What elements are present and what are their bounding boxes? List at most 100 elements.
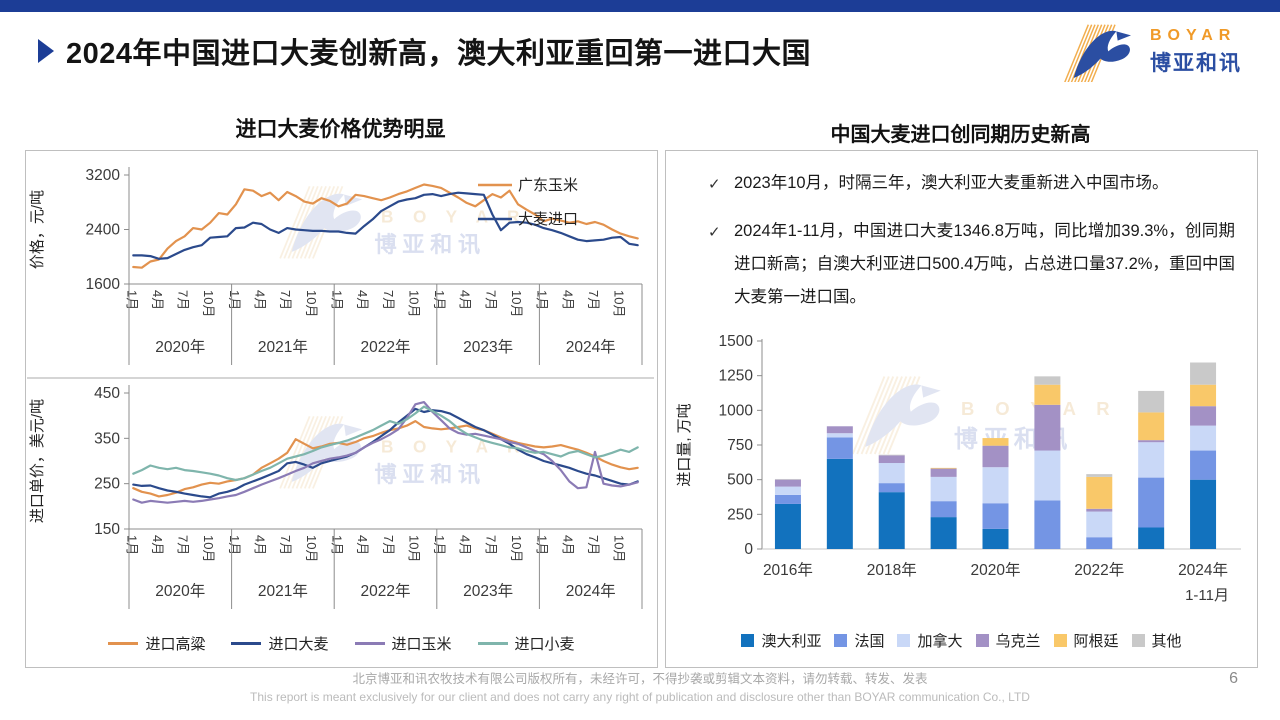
logo-text-en: BOYAR: [1150, 27, 1237, 44]
svg-text:7月: 7月: [483, 290, 498, 310]
svg-text:1月: 1月: [535, 535, 550, 555]
legend-swatch: [108, 642, 139, 645]
svg-text:1月: 1月: [227, 535, 242, 555]
svg-text:10月: 10月: [201, 535, 216, 562]
legend-swatch: [897, 634, 911, 647]
left-chart-title: 进口大麦价格优势明显: [235, 118, 446, 141]
bar-chart-legend: 澳大利亚 法国 加拿大 乌克兰 阿根廷 其他: [666, 630, 1257, 651]
legend-label: 阿根廷: [1073, 633, 1119, 650]
check-icon: ✓: [708, 224, 721, 241]
svg-text:4月: 4月: [253, 290, 268, 310]
svg-text:7月: 7月: [483, 535, 498, 555]
svg-text:250: 250: [727, 506, 753, 523]
svg-text:1月: 1月: [227, 290, 242, 310]
svg-text:10月: 10月: [406, 290, 421, 317]
bullet-item: ✓ 2023年10月，时隔三年，澳大利亚大麦重新进入中国市场。: [708, 167, 1235, 200]
svg-text:广东玉米: 广东玉米: [518, 177, 578, 194]
svg-text:4月: 4月: [560, 535, 575, 555]
svg-text:7月: 7月: [176, 535, 191, 555]
svg-text:10月: 10月: [201, 290, 216, 317]
bullet-list: ✓ 2023年10月，时隔三年，澳大利亚大麦重新进入中国市场。 ✓ 2024年1…: [708, 167, 1235, 329]
svg-text:2016年: 2016年: [763, 561, 813, 579]
boyar-logo: BOYAR 博亚和讯: [1060, 22, 1242, 82]
svg-text:进口单价，美元/吨: 进口单价，美元/吨: [29, 399, 46, 523]
svg-text:2020年: 2020年: [971, 561, 1021, 579]
right-chart-panel: ✓ 2023年10月，时隔三年，澳大利亚大麦重新进入中国市场。 ✓ 2024年1…: [665, 150, 1258, 668]
svg-text:4月: 4月: [150, 290, 165, 310]
svg-text:1月: 1月: [329, 535, 344, 555]
svg-text:4月: 4月: [355, 290, 370, 310]
svg-text:4月: 4月: [253, 535, 268, 555]
svg-text:7月: 7月: [176, 290, 191, 310]
svg-text:2022年: 2022年: [361, 338, 411, 356]
legend-label: 澳大利亚: [761, 633, 822, 650]
left-chart-panel: B O Y A R 博亚和讯 B O Y A R 博亚和讯 1600 2400 3200…: [25, 150, 658, 668]
legend-label: 进口小麦: [514, 636, 575, 653]
svg-text:2024年: 2024年: [566, 338, 616, 356]
legend-label: 加拿大: [917, 633, 963, 650]
svg-text:10月: 10月: [304, 535, 319, 562]
top-accent-strip: [0, 0, 1280, 12]
svg-text:7月: 7月: [278, 290, 293, 310]
svg-text:2022年: 2022年: [361, 582, 411, 600]
svg-text:1月: 1月: [432, 535, 447, 555]
svg-text:1250: 1250: [719, 368, 754, 385]
legend-item: 进口玉米: [354, 633, 452, 654]
legend-swatch: [834, 634, 848, 647]
legend-item: 进口小麦: [477, 633, 575, 654]
svg-text:4月: 4月: [560, 290, 575, 310]
bullet-text: 2024年1-11月，中国进口大麦1346.8万吨，同比增加39.3%，创同期进…: [734, 222, 1235, 306]
legend-item: 其他: [1131, 630, 1182, 651]
svg-text:2021年: 2021年: [258, 338, 308, 356]
title-triangle-icon: [38, 39, 54, 63]
svg-text:4月: 4月: [150, 535, 165, 555]
legend-swatch: [354, 642, 385, 645]
svg-text:2021年: 2021年: [258, 582, 308, 600]
svg-text:3200: 3200: [86, 167, 121, 184]
svg-text:10月: 10月: [406, 535, 421, 562]
logo-text-cn: 博亚和讯: [1150, 52, 1242, 75]
svg-text:350: 350: [94, 430, 120, 447]
svg-text:10月: 10月: [509, 535, 524, 562]
legend-label: 进口大麦: [268, 636, 329, 653]
svg-text:150: 150: [94, 521, 120, 538]
footer-copyright-en: This report is meant exclusively for our…: [250, 690, 1030, 704]
svg-text:7月: 7月: [381, 535, 396, 555]
price-line-chart: 1600 2400 3200 1月 4月 7月 10月 2020年 1月 4月 7月 10月 2021年…: [27, 167, 654, 379]
legend-label: 进口玉米: [391, 636, 452, 653]
svg-text:750: 750: [727, 437, 753, 454]
svg-text:500: 500: [727, 472, 753, 489]
svg-text:1600: 1600: [86, 276, 121, 293]
svg-text:1月: 1月: [432, 290, 447, 310]
legend-item: 法国: [834, 630, 884, 651]
bullet-item: ✓ 2024年1-11月，中国进口大麦1346.8万吨，同比增加39.3%，创同…: [708, 215, 1235, 314]
svg-text:2020年: 2020年: [155, 338, 205, 356]
svg-text:7月: 7月: [586, 290, 601, 310]
svg-text:450: 450: [94, 385, 120, 402]
svg-text:10月: 10月: [612, 535, 627, 562]
svg-text:7月: 7月: [586, 535, 601, 555]
legend-swatch: [477, 642, 508, 645]
svg-text:2023年: 2023年: [463, 582, 513, 600]
svg-text:1月: 1月: [329, 290, 344, 310]
legend-item: 阿根廷: [1053, 630, 1119, 651]
legend-swatch: [975, 634, 989, 647]
footer-copyright-cn: 北京博亚和讯农牧技术有限公司版权所有，未经许可，不得抄袭或剪辑文本资料，请勿转载…: [352, 672, 928, 686]
svg-text:10月: 10月: [509, 290, 524, 317]
svg-text:4月: 4月: [458, 290, 473, 310]
svg-text:2020年: 2020年: [155, 582, 205, 600]
page-title: 2024年中国进口大麦创新高，澳大利亚重回第一进口大国: [66, 38, 812, 70]
svg-text:1月: 1月: [535, 290, 550, 310]
legend-label: 乌克兰: [995, 633, 1041, 650]
svg-text:价格，元/吨: 价格，元/吨: [29, 190, 46, 269]
svg-text:10月: 10月: [612, 290, 627, 317]
legend-swatch: [741, 634, 755, 647]
svg-text:250: 250: [94, 476, 120, 493]
legend-item: 乌克兰: [975, 630, 1041, 651]
svg-text:2018年: 2018年: [867, 561, 917, 579]
unit-price-legend: 进口高粱 进口大麦 进口玉米 进口小麦: [26, 633, 657, 654]
svg-text:2024年: 2024年: [566, 582, 616, 600]
svg-text:1500: 1500: [719, 333, 754, 350]
legend-item: 澳大利亚: [741, 630, 821, 651]
boyar-bird-icon: [1064, 24, 1131, 82]
